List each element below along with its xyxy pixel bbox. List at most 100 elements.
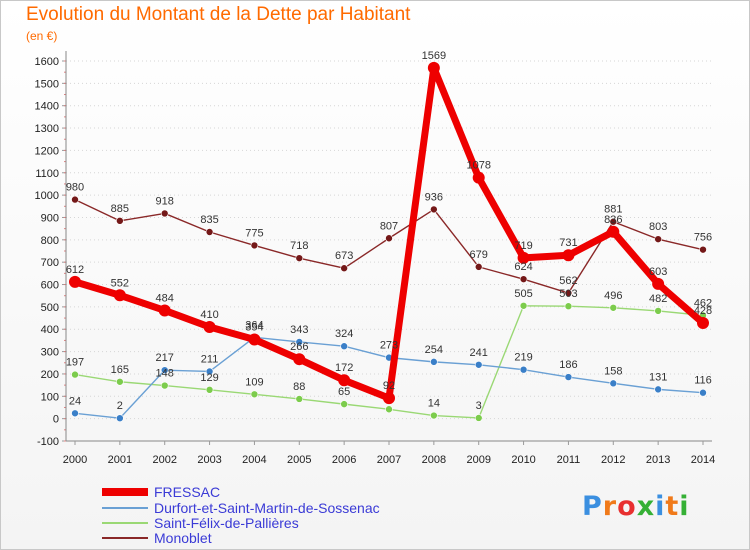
legend-item: Monoblet [102, 530, 212, 546]
data-point [517, 251, 530, 264]
data-label: 881 [604, 204, 622, 216]
data-label: 3 [476, 400, 482, 412]
y-tick-label: 200 [41, 369, 59, 381]
data-label: 211 [201, 353, 219, 365]
data-point [430, 358, 438, 366]
data-point [293, 353, 306, 366]
data-point [519, 275, 528, 283]
legend-item: Durfort-et-Saint-Martin-de-Sossenac [102, 500, 380, 516]
data-point [564, 289, 573, 297]
data-point [338, 374, 351, 387]
data-label: 624 [514, 261, 532, 273]
x-tick-label: 2012 [601, 454, 625, 466]
x-tick-label: 2009 [466, 454, 490, 466]
data-point [71, 409, 79, 418]
data-label: 364 [245, 319, 263, 331]
data-label: 65 [338, 386, 350, 398]
data-label: 109 [245, 376, 263, 388]
data-label: 428 [694, 305, 712, 317]
data-point [71, 195, 79, 204]
y-tick-label: 1000 [35, 190, 59, 202]
data-label: 410 [200, 309, 218, 321]
x-tick-label: 2002 [152, 454, 176, 466]
data-label: 918 [156, 195, 174, 207]
chart-subtitle: (en €) [26, 29, 58, 43]
data-label: 2 [117, 400, 123, 412]
data-label: 679 [470, 249, 488, 261]
y-tick-label: 1400 [35, 101, 59, 113]
data-label: 980 [66, 182, 84, 194]
y-tick-label: 400 [41, 324, 59, 336]
data-label: 673 [335, 250, 353, 262]
y-tick-label: 600 [41, 280, 59, 292]
data-point [160, 381, 169, 390]
legend-swatch [102, 488, 148, 496]
data-point [385, 405, 393, 414]
data-label: 158 [604, 365, 622, 377]
chart-title: Evolution du Montant de la Dette par Hab… [26, 4, 411, 25]
data-label: 14 [428, 398, 440, 410]
y-tick-label: 800 [41, 235, 59, 247]
y-tick-label: 100 [41, 391, 59, 403]
y-tick-label: 300 [41, 347, 59, 359]
data-label: 885 [111, 203, 129, 215]
data-point [474, 263, 483, 271]
data-point [562, 249, 575, 262]
data-point [564, 373, 573, 381]
data-label: 217 [156, 352, 174, 364]
x-tick-label: 2003 [197, 454, 221, 466]
data-label: 241 [470, 347, 488, 359]
legend-swatch [102, 537, 148, 539]
data-point [654, 307, 662, 315]
data-point [699, 245, 707, 254]
legend-label: Saint-Félix-de-Pallières [154, 515, 299, 531]
data-label: 219 [514, 352, 532, 364]
data-point [250, 390, 259, 399]
data-label: 354 [245, 322, 263, 334]
data-label: 836 [604, 214, 622, 226]
x-tick-label: 2004 [242, 454, 266, 466]
data-point [205, 386, 214, 394]
data-label: 807 [380, 220, 398, 232]
y-tick-label: 1300 [35, 123, 59, 135]
y-tick-label: 0 [53, 414, 59, 426]
data-point [71, 370, 79, 379]
data-label: 562 [559, 275, 577, 287]
x-tick-label: 2013 [646, 454, 670, 466]
data-point [160, 209, 169, 218]
data-label: 835 [200, 214, 218, 226]
logo-letter: i [655, 491, 666, 522]
data-point [340, 342, 348, 351]
y-tick-label: 1200 [35, 145, 59, 157]
data-point [430, 411, 438, 420]
data-point [203, 321, 216, 333]
y-tick-label: -100 [37, 436, 59, 448]
data-label: 484 [156, 292, 174, 304]
data-point [340, 400, 348, 408]
logo-letter: i [679, 491, 690, 522]
data-point [519, 301, 528, 310]
data-label: 482 [649, 293, 667, 305]
data-point [69, 275, 81, 288]
data-point [609, 303, 618, 312]
x-tick-label: 2014 [691, 454, 715, 466]
line-chart: -100 0 100 200 300 400 500 600 700 800 900 1000 1100… [35, 50, 716, 466]
data-point [113, 289, 126, 302]
data-label: 197 [66, 357, 84, 369]
legend-swatch [102, 507, 148, 509]
data-label: 731 [559, 237, 577, 249]
data-point [652, 277, 665, 290]
data-label: 324 [335, 328, 353, 340]
logo-letter: o [617, 491, 637, 522]
data-point [609, 379, 618, 388]
legend-label: FRESSAC [154, 484, 221, 500]
data-label: 131 [649, 371, 667, 383]
data-point [160, 366, 169, 374]
data-point [158, 304, 171, 317]
data-label: 273 [380, 340, 398, 352]
legend-swatch [102, 522, 148, 524]
data-point [295, 254, 304, 262]
logo-letter: P [582, 491, 603, 522]
data-point [697, 316, 709, 329]
x-tick-label: 2008 [422, 454, 446, 466]
